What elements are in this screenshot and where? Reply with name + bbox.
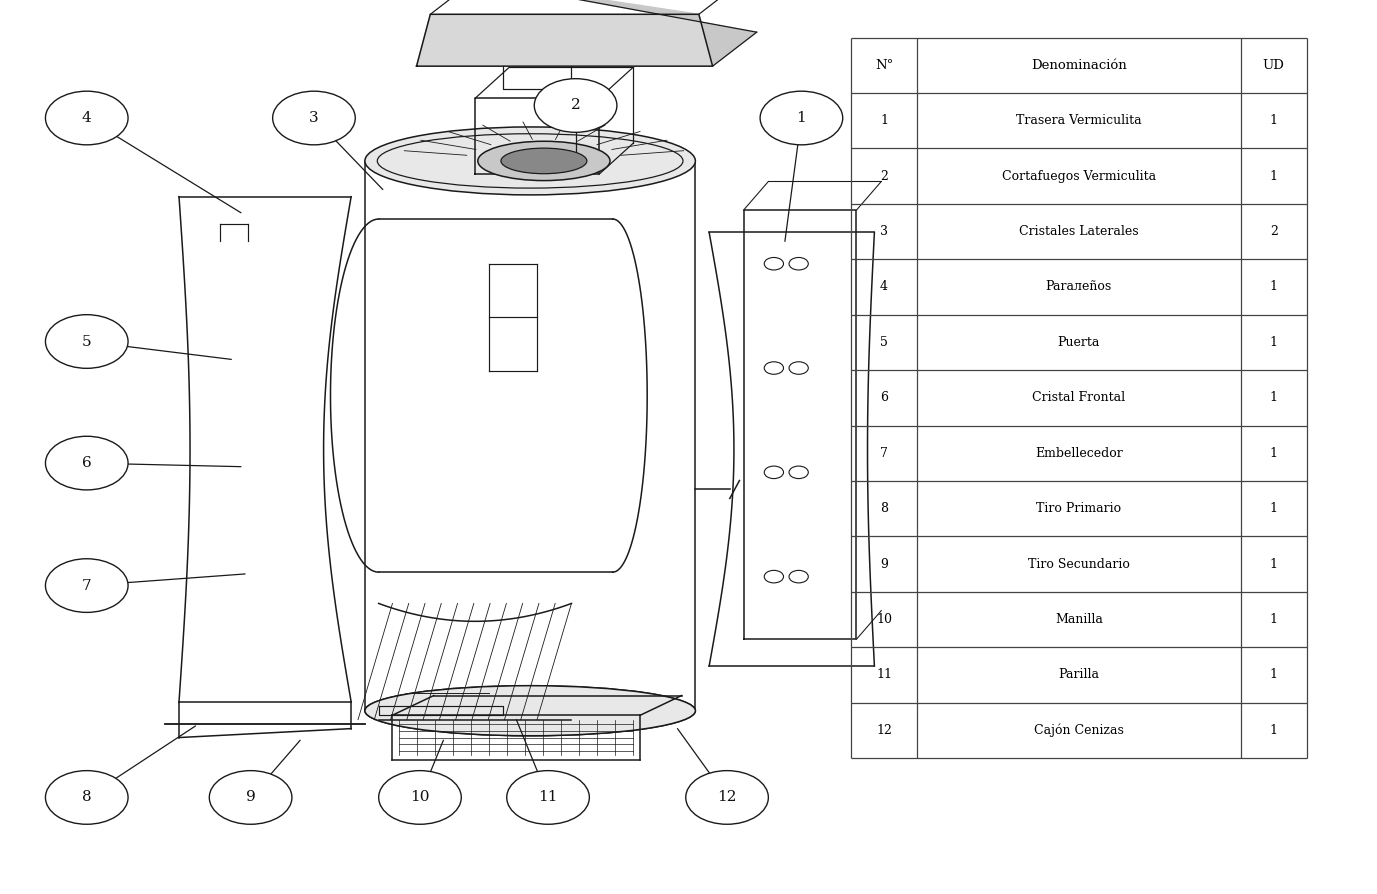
Ellipse shape [501, 148, 587, 173]
Text: 9: 9 [245, 790, 256, 805]
Text: 1: 1 [1270, 669, 1278, 681]
Text: 1: 1 [1270, 281, 1278, 293]
Text: 11: 11 [538, 790, 558, 805]
Text: 6: 6 [81, 456, 92, 470]
Circle shape [45, 771, 128, 824]
Text: 3: 3 [310, 111, 318, 125]
Text: Parilla: Parilla [1059, 669, 1099, 681]
Ellipse shape [365, 127, 695, 195]
Ellipse shape [365, 686, 695, 736]
Text: N°: N° [874, 59, 894, 72]
Text: Puerta: Puerta [1058, 336, 1100, 349]
Text: 4: 4 [81, 111, 92, 125]
Text: 1: 1 [1270, 392, 1278, 404]
Text: 8: 8 [880, 502, 888, 515]
Text: 5: 5 [880, 336, 888, 349]
Circle shape [534, 79, 617, 132]
Text: 11: 11 [876, 669, 892, 681]
Circle shape [273, 91, 355, 145]
Text: 2: 2 [1270, 225, 1278, 238]
Text: 4: 4 [880, 281, 888, 293]
Text: 10: 10 [876, 613, 892, 626]
Circle shape [379, 771, 461, 824]
Text: 3: 3 [880, 225, 888, 238]
Text: 1: 1 [1270, 170, 1278, 182]
Text: 1: 1 [1270, 114, 1278, 127]
Circle shape [686, 771, 768, 824]
Text: 1: 1 [796, 111, 807, 125]
Text: 1: 1 [880, 114, 888, 127]
Text: Trasera Vermiculita: Trasera Vermiculita [1016, 114, 1142, 127]
Text: 1: 1 [1270, 502, 1278, 515]
Ellipse shape [478, 141, 610, 181]
Text: 7: 7 [83, 578, 91, 593]
Text: 10: 10 [410, 790, 430, 805]
Text: Tiro Secundario: Tiro Secundario [1029, 558, 1129, 570]
Polygon shape [417, 14, 713, 66]
Circle shape [45, 91, 128, 145]
Text: 1: 1 [1270, 724, 1278, 737]
Circle shape [45, 436, 128, 490]
Text: 9: 9 [880, 558, 888, 570]
Text: Cajón Cenizas: Cajón Cenizas [1034, 723, 1124, 738]
Circle shape [45, 559, 128, 612]
Text: 1: 1 [1270, 336, 1278, 349]
Text: 12: 12 [717, 790, 737, 805]
Text: Parалеños: Parалеños [1045, 281, 1113, 293]
Text: Cortafuegos Vermiculita: Cortafuegos Vermiculita [1002, 170, 1155, 182]
Text: 1: 1 [1270, 558, 1278, 570]
Text: 8: 8 [83, 790, 91, 805]
Polygon shape [474, 0, 757, 66]
Text: 5: 5 [83, 334, 91, 349]
Text: 1: 1 [1270, 613, 1278, 626]
Text: 6: 6 [880, 392, 888, 404]
Text: Cristal Frontal: Cristal Frontal [1033, 392, 1125, 404]
Text: 1: 1 [1270, 447, 1278, 460]
Circle shape [45, 315, 128, 368]
Text: 7: 7 [880, 447, 888, 460]
Text: Tiro Primario: Tiro Primario [1037, 502, 1121, 515]
Text: UD: UD [1263, 59, 1285, 72]
Circle shape [209, 771, 292, 824]
Text: 2: 2 [570, 98, 581, 113]
Text: Cristales Laterales: Cristales Laterales [1019, 225, 1139, 238]
Text: 2: 2 [880, 170, 888, 182]
Text: Embellecedor: Embellecedor [1036, 447, 1122, 460]
Circle shape [507, 771, 589, 824]
Text: Manilla: Manilla [1055, 613, 1103, 626]
Text: Denominación: Denominación [1031, 59, 1126, 72]
Text: 12: 12 [876, 724, 892, 737]
Circle shape [760, 91, 843, 145]
